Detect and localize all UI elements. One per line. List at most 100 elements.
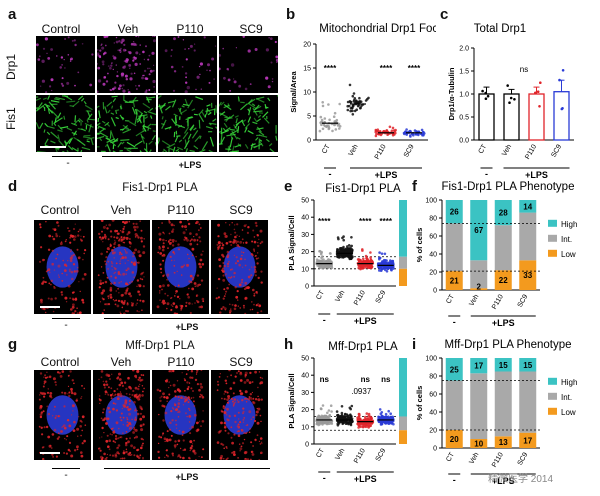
fis1-filament: [164, 126, 172, 130]
pla-dot: [260, 420, 262, 423]
pla-dot: [174, 403, 177, 407]
pla-dot: [236, 290, 239, 293]
drp1-speck: [133, 56, 136, 58]
pla-dot: [170, 370, 173, 373]
drp1-speck: [182, 39, 185, 41]
pla-dot: [160, 395, 163, 398]
drp1-speck: [138, 84, 141, 87]
pla-dot: [230, 436, 233, 439]
pla-dot: [139, 412, 142, 415]
pla-dot: [182, 404, 184, 406]
pla-dot: [202, 250, 204, 253]
pla-dot: [193, 238, 196, 242]
pla-dot: [137, 236, 140, 239]
data-point: [332, 115, 336, 118]
fis1-filament: [131, 106, 136, 115]
pla-dot: [166, 430, 169, 433]
pla-dot: [237, 430, 240, 433]
drp1-speck: [211, 57, 215, 61]
pla-dot: [120, 419, 123, 422]
pla-dot: [196, 243, 199, 246]
y-tick-label: 30: [301, 390, 309, 397]
drp1-speck: [41, 79, 45, 83]
pla-dot: [104, 233, 106, 236]
data-point: [325, 124, 329, 128]
pla-dot: [188, 415, 192, 418]
pla-dot: [168, 438, 172, 442]
fis1-filament: [189, 125, 195, 132]
pla-dot: [175, 292, 177, 294]
pla-dot: [173, 312, 177, 314]
drp1-speck: [118, 40, 121, 43]
pla-dot: [166, 307, 168, 310]
fis1-filament: [122, 128, 132, 134]
fis1-filament: [215, 105, 217, 114]
data-point: [340, 405, 344, 408]
data-point: [319, 420, 323, 424]
pla-dot: [217, 431, 221, 434]
pla-dot: [231, 441, 234, 445]
fis1-filament: [71, 122, 78, 126]
data-point: [403, 132, 406, 136]
data-point: [388, 421, 391, 425]
pla-dot: [101, 312, 104, 314]
pla-dot: [240, 445, 243, 448]
pla-dot: [244, 397, 246, 400]
minus-label: -: [453, 475, 456, 485]
pla-dot: [71, 234, 75, 238]
fis1-filament: [175, 148, 180, 152]
pla-dot: [201, 263, 205, 266]
drp1-speck: [152, 69, 155, 72]
data-point: [320, 118, 324, 122]
pla-dot: [196, 222, 198, 225]
drp1-speck: [112, 55, 115, 58]
pla-dot: [166, 400, 168, 403]
fis1-filament: [174, 135, 179, 143]
pla-dot: [110, 235, 113, 238]
pla-dot: [73, 449, 77, 452]
pla-dot: [122, 416, 125, 419]
pla-dot: [238, 418, 240, 420]
pla-dot: [238, 443, 241, 445]
legend-label: Int.: [561, 393, 572, 402]
fis1-filament: [54, 117, 57, 123]
pla-dot: [229, 309, 232, 313]
pla-dot: [111, 373, 113, 375]
pla-dot: [39, 406, 42, 410]
drp1-speck: [102, 63, 105, 66]
pla-dot: [191, 443, 194, 445]
data-point: [358, 96, 361, 100]
high-range-bar: [399, 200, 407, 257]
pla-dot: [57, 274, 60, 276]
pla-dot: [260, 310, 263, 313]
bar: [553, 91, 570, 141]
pla-dot: [158, 238, 162, 241]
pla-dot: [76, 307, 78, 309]
data-point: [382, 258, 386, 262]
pla-dot: [64, 296, 68, 300]
data-point: [391, 133, 395, 137]
drp1-speck: [115, 36, 118, 39]
pla-dot: [189, 311, 192, 314]
fis1-filament: [82, 136, 91, 139]
data-point: [357, 423, 360, 426]
pla-dot: [133, 400, 136, 404]
pla-dot: [248, 410, 252, 414]
data-point: [319, 115, 323, 119]
pla-dot: [232, 403, 235, 406]
fis1-filament: [250, 143, 256, 147]
pla-dot: [125, 220, 129, 224]
pla-dot: [137, 387, 140, 391]
pla-dot: [257, 252, 259, 254]
fis1-filament: [248, 102, 257, 109]
pla-dot: [249, 427, 251, 430]
cond-label: P110: [167, 355, 195, 369]
drp1-speck: [103, 76, 107, 79]
pla-dot: [225, 290, 228, 293]
pla-dot: [194, 302, 196, 304]
fis1-filament: [171, 118, 176, 125]
pla-dot: [84, 249, 87, 252]
fis1-filament: [83, 100, 87, 105]
pla-dot: [139, 220, 142, 223]
